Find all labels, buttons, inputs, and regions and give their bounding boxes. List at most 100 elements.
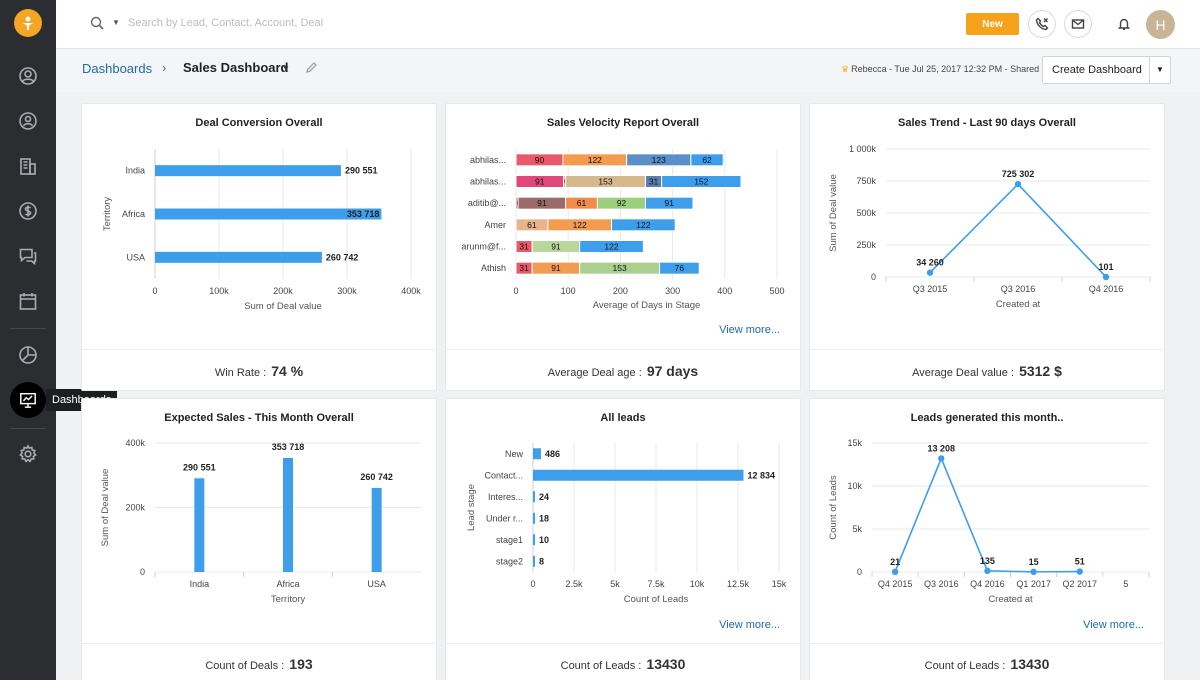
card-leads-generated: Leads generated this month.. 0 5k 10k 15k Q4… (809, 398, 1165, 680)
segment-label: 31 (649, 177, 659, 187)
bar-segment (690, 153, 724, 167)
segment-label: 91 (664, 198, 674, 208)
create-dashboard-button[interactable]: Create Dashboard ▼ (1042, 56, 1171, 84)
bar (155, 165, 341, 177)
category-label: New (505, 449, 524, 459)
bar (283, 457, 293, 572)
x-tick-label: Q3 2015 (913, 284, 948, 294)
bell-icon[interactable] (1110, 10, 1138, 38)
point-label: 15 (1029, 557, 1039, 567)
card-title: All leads (600, 412, 646, 424)
data-point (926, 269, 934, 276)
mail-icon[interactable] (1064, 10, 1092, 38)
point-label: 34 260 (916, 258, 944, 268)
settings-icon[interactable] (18, 444, 38, 464)
deals-icon[interactable] (18, 201, 38, 221)
leads-icon[interactable] (18, 111, 38, 131)
segment-label: 91 (535, 177, 545, 187)
bar-segment (611, 218, 676, 232)
search-scope-chevron-icon[interactable]: ▼ (112, 18, 120, 27)
x-tick-label: 12.5k (727, 579, 750, 589)
segment-label: 123 (652, 155, 666, 165)
x-axis-title: Count of Leads (624, 594, 689, 605)
sidebar-divider (10, 328, 46, 329)
bar (533, 448, 541, 460)
chats-icon[interactable] (18, 246, 38, 266)
calendar-icon[interactable] (18, 291, 38, 311)
view-more-link[interactable]: View more... (1083, 619, 1144, 631)
edit-pencil-icon[interactable] (305, 61, 318, 74)
value-label: 486 (545, 449, 560, 459)
footer-value: 97 days (646, 363, 699, 379)
x-tick-label: 300k (337, 286, 357, 296)
category-label: arunm@f... (461, 242, 506, 252)
y-tick-label: 0 (857, 567, 862, 577)
accounts-icon[interactable] (18, 156, 38, 176)
bar-segment (659, 261, 700, 275)
new-button[interactable]: New (966, 13, 1019, 35)
category-label: abhilas... (470, 177, 506, 187)
x-tick-label: 0 (530, 579, 535, 589)
x-tick-label: 200k (273, 286, 293, 296)
point-label: 725 302 (1002, 169, 1035, 179)
app-logo[interactable] (14, 9, 42, 37)
data-point (891, 568, 899, 576)
breadcrumb-dashboards-link[interactable]: Dashboards (82, 61, 153, 76)
shared-info: ♛ Rebecca - Tue Jul 25, 2017 12:32 PM - S… (841, 64, 1039, 75)
phone-icon[interactable] (1028, 10, 1056, 38)
data-point (938, 455, 945, 462)
x-axis-title: Territory (271, 594, 306, 605)
value-label: 353 718 (272, 442, 305, 452)
reports-icon[interactable] (18, 345, 38, 365)
value-label: 18 (539, 513, 549, 523)
footer-label: Win Rate : (214, 367, 267, 379)
y-axis-title: Sum of Deal value (828, 174, 839, 252)
data-point (984, 567, 991, 575)
segment-label: 122 (604, 242, 618, 252)
bar (533, 512, 535, 524)
sidebar-divider (10, 428, 46, 429)
card-deal-conversion: Deal Conversion Overall 0 100k 200k 300k 400… (81, 103, 437, 391)
shared-info-text: Rebecca - Tue Jul 25, 2017 12:32 PM - Sh… (851, 64, 1040, 74)
x-axis-title: Created at (996, 299, 1041, 310)
card-footer: Count of Leads : 13430 (810, 643, 1164, 680)
x-tick-label: India (190, 579, 210, 589)
search-input[interactable] (128, 12, 548, 34)
segment-label: 122 (588, 155, 602, 165)
x-tick-label: 400k (401, 286, 421, 296)
create-dashboard-divider (1149, 57, 1150, 83)
card-footer: Count of Leads : 13430 (446, 643, 800, 680)
segment-label: 62 (702, 155, 712, 165)
y-tick-label: 10k (847, 481, 862, 491)
dashboards-icon[interactable] (10, 382, 46, 418)
segment-label: 91 (551, 242, 561, 252)
segment-label: 31 (519, 263, 529, 273)
all-leads-chart: 0 2.5k 5k 7.5k 10k 12.5k 15k New 486 Contact... 12… (466, 443, 787, 605)
card-title: Deal Conversion Overall (195, 117, 323, 129)
card-sales-trend: Sales Trend - Last 90 days Overall 0 250k… (809, 103, 1165, 391)
segment-label: 90 (535, 155, 545, 165)
data-point (1076, 568, 1083, 575)
y-tick-label: 1 000k (849, 144, 877, 154)
x-tick-label: 0 (152, 286, 157, 296)
card-footer: Average Deal age : 97 days (446, 349, 800, 391)
dashboard-switcher-chevron-icon[interactable]: ▼ (282, 64, 290, 73)
segment-label: 76 (675, 263, 685, 273)
segment-label: 92 (617, 198, 627, 208)
view-more-link[interactable]: View more... (719, 619, 780, 631)
x-tick-label: 7.5k (647, 579, 665, 589)
avatar[interactable]: H (1146, 10, 1175, 39)
dashboard-title[interactable]: Sales Dashboard (183, 60, 289, 75)
search-icon[interactable] (90, 16, 104, 30)
contacts-icon[interactable] (18, 66, 38, 86)
y-axis-title: Sum of Deal value (100, 469, 111, 547)
data-point (1030, 568, 1037, 576)
view-more-link[interactable]: View more... (719, 324, 780, 336)
create-dashboard-chevron-icon[interactable]: ▼ (1156, 65, 1164, 74)
category-label: stage1 (496, 535, 523, 545)
footer-value: 74 % (271, 363, 304, 379)
x-tick-label: 400 (717, 286, 732, 296)
create-dashboard-label[interactable]: Create Dashboard (1052, 64, 1142, 76)
y-tick-label: 400k (125, 438, 145, 448)
y-tick-label: 0 (140, 567, 145, 577)
